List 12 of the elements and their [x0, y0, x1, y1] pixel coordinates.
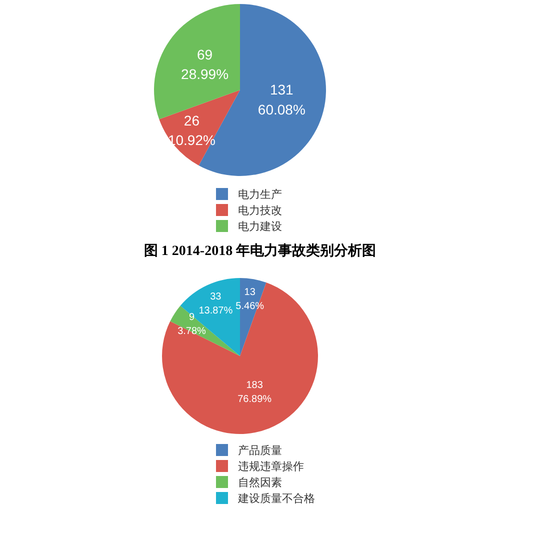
legend-label: 产品质量: [238, 442, 282, 458]
legend-label: 电力建设: [238, 218, 282, 234]
data-label: 69 28.99%: [181, 46, 229, 82]
legend-label: 电力生产: [238, 186, 282, 202]
text: 图 1 2014-2018 年电力事故类别分析图: [142, 242, 378, 260]
legend-label: 电力技改: [238, 202, 282, 218]
legend-label: 建设质量不合格: [238, 490, 315, 506]
data-label: 131 60.08%: [258, 82, 306, 118]
legend-label: 自然因素: [238, 474, 282, 490]
data-label: 183 76.89%: [238, 380, 272, 405]
data-label: 33 13.87%: [198, 291, 233, 316]
legend-label: 违规违章操作: [238, 458, 304, 474]
